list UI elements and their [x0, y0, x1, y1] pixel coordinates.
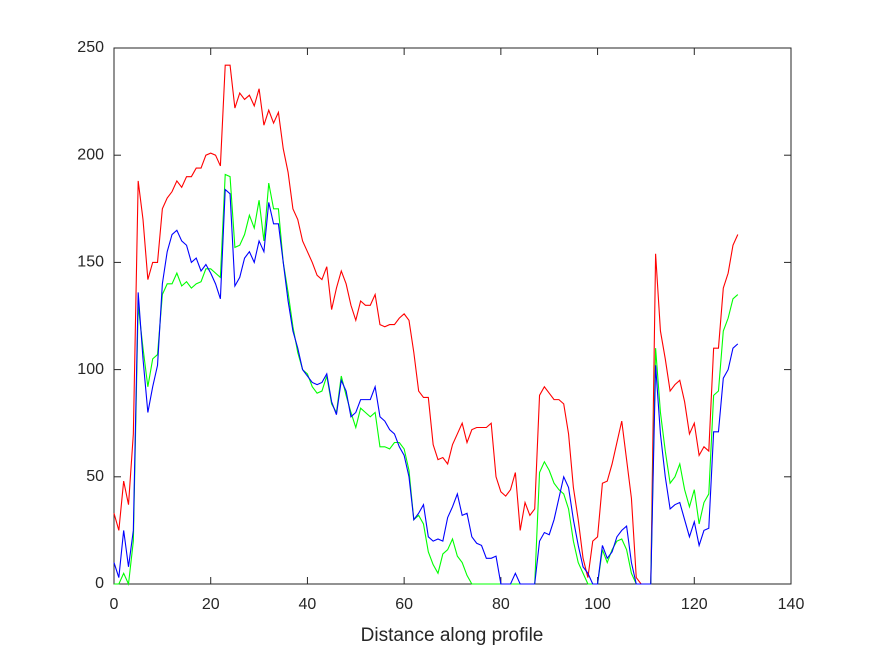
x-tick-label: 0	[110, 596, 119, 613]
x-tick-label: 120	[681, 596, 708, 613]
y-tick-label: 100	[77, 361, 104, 378]
x-tick-label: 20	[202, 596, 220, 613]
y-tick-label: 250	[77, 39, 104, 56]
x-axis-label: Distance along profile	[361, 625, 544, 646]
y-tick-label: 50	[86, 468, 104, 485]
x-tick-label: 80	[492, 596, 510, 613]
y-tick-label: 150	[77, 254, 104, 271]
x-tick-label: 40	[299, 596, 317, 613]
series-line	[113, 188, 739, 585]
x-tick-label: 100	[584, 596, 611, 613]
y-tick-label: 0	[95, 575, 104, 592]
plot-area	[113, 47, 792, 585]
y-tick-label: 200	[77, 146, 104, 163]
series-line	[113, 64, 739, 585]
series-line	[114, 173, 739, 587]
x-tick-label: 60	[395, 596, 413, 613]
x-tick-label: 140	[778, 596, 805, 613]
